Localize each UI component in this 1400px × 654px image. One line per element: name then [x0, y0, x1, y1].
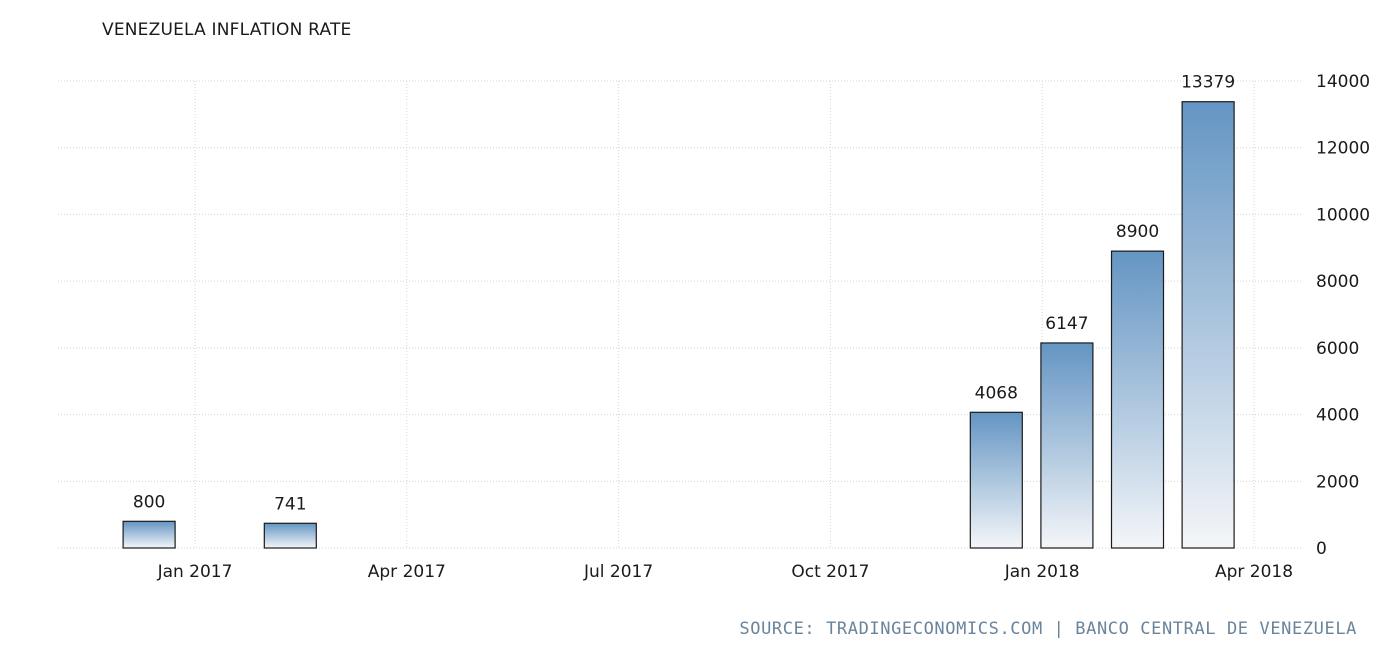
- grid-lines: [58, 80, 1302, 549]
- data-label: 741: [274, 494, 306, 514]
- x-tick-label: Oct 2017: [791, 562, 869, 582]
- y-tick-label: 0: [1316, 539, 1327, 559]
- x-tick-label: Jan 2017: [157, 562, 233, 582]
- bar: [122, 520, 176, 549]
- data-label: 800: [133, 492, 165, 512]
- y-tick-label: 8000: [1316, 272, 1359, 292]
- x-tick-label: Jul 2017: [583, 562, 653, 582]
- bar: [263, 522, 317, 549]
- bar: [1110, 250, 1165, 549]
- bars: 800 741 4068 6147 8900 13379: [122, 73, 1235, 549]
- data-label: 6147: [1045, 314, 1088, 334]
- y-tick-label: 14000: [1316, 72, 1370, 92]
- y-axis-ticks: 0 2000 4000 6000 8000 10000 12000 14000: [1316, 72, 1370, 559]
- data-label: 4068: [975, 383, 1018, 403]
- data-label: 8900: [1116, 222, 1159, 242]
- data-label: 13379: [1181, 73, 1235, 93]
- source-note: SOURCE: TRADINGECONOMICS.COM | BANCO CEN…: [739, 619, 1357, 639]
- x-tick-label: Apr 2018: [1215, 562, 1293, 582]
- y-tick-label: 4000: [1316, 406, 1359, 426]
- y-tick-label: 12000: [1316, 139, 1370, 159]
- chart-title: VENEZUELA INFLATION RATE: [102, 20, 352, 40]
- bar: [969, 411, 1023, 549]
- y-tick-label: 6000: [1316, 339, 1359, 359]
- y-tick-label: 2000: [1316, 472, 1359, 492]
- y-tick-label: 10000: [1316, 205, 1370, 225]
- bar: [1040, 342, 1094, 549]
- x-axis-ticks: Jan 2017 Apr 2017 Jul 2017 Oct 2017 Jan 2018…: [157, 562, 1293, 582]
- x-tick-label: Jan 2018: [1004, 562, 1080, 582]
- bar: [1181, 101, 1235, 549]
- x-tick-label: Apr 2017: [368, 562, 446, 582]
